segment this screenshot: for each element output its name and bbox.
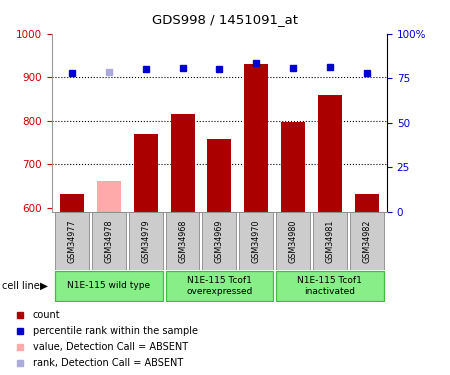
Bar [244, 64, 268, 212]
Bar [318, 96, 342, 212]
Bar [276, 271, 384, 301]
Bar [313, 212, 347, 270]
Bar [166, 271, 273, 301]
Text: percentile rank within the sample: percentile rank within the sample [33, 326, 198, 336]
Bar [281, 122, 305, 212]
Bar [129, 212, 162, 270]
Bar [355, 194, 379, 212]
Bar [350, 212, 384, 270]
Bar [171, 114, 194, 212]
Text: GSM34970: GSM34970 [252, 219, 261, 262]
Bar [276, 212, 310, 270]
Text: cell line: cell line [2, 281, 40, 291]
Text: GSM34969: GSM34969 [215, 219, 224, 262]
Text: GSM34977: GSM34977 [68, 219, 76, 263]
Bar [239, 212, 273, 270]
Text: GSM34979: GSM34979 [141, 219, 150, 263]
Text: GSM34981: GSM34981 [325, 219, 334, 262]
Bar [55, 271, 162, 301]
Bar [92, 212, 126, 270]
Text: value, Detection Call = ABSENT: value, Detection Call = ABSENT [33, 342, 188, 352]
Text: ▶: ▶ [40, 281, 48, 291]
Text: rank, Detection Call = ABSENT: rank, Detection Call = ABSENT [33, 358, 183, 368]
Bar [60, 195, 84, 212]
Text: N1E-115 wild type: N1E-115 wild type [68, 281, 150, 290]
Text: count: count [33, 310, 60, 320]
Text: GSM34978: GSM34978 [104, 219, 113, 262]
Bar [207, 139, 231, 212]
Bar [55, 212, 89, 270]
Text: GSM34968: GSM34968 [178, 219, 187, 262]
Text: N1E-115 Tcof1
inactivated: N1E-115 Tcof1 inactivated [297, 276, 362, 296]
Text: GSM34980: GSM34980 [288, 219, 297, 262]
Bar [166, 212, 199, 270]
Bar [97, 182, 121, 212]
Text: GSM34982: GSM34982 [362, 219, 371, 262]
Text: N1E-115 Tcof1
overexpressed: N1E-115 Tcof1 overexpressed [186, 276, 252, 296]
Text: GDS998 / 1451091_at: GDS998 / 1451091_at [152, 13, 298, 26]
Bar [134, 134, 158, 212]
Bar [202, 212, 236, 270]
